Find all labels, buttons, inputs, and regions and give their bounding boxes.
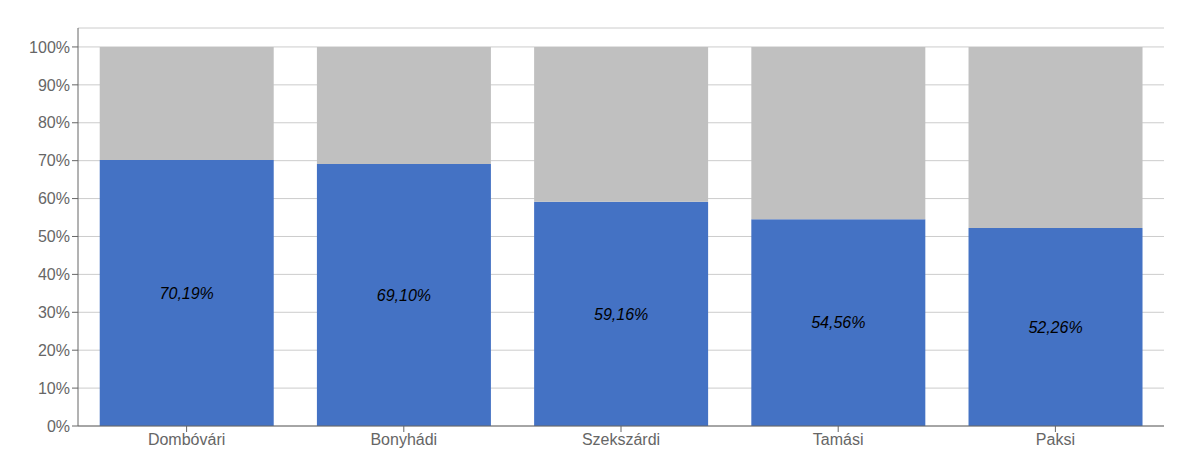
svg-text:Tamási: Tamási <box>813 431 864 448</box>
svg-text:69,10%: 69,10% <box>377 287 431 304</box>
svg-text:Paksi: Paksi <box>1036 431 1075 448</box>
svg-text:50%: 50% <box>38 228 70 245</box>
svg-text:52,26%: 52,26% <box>1028 319 1082 336</box>
svg-text:90%: 90% <box>38 77 70 94</box>
svg-text:Bonyhádi: Bonyhádi <box>370 431 437 448</box>
svg-text:70%: 70% <box>38 152 70 169</box>
svg-text:80%: 80% <box>38 114 70 131</box>
svg-text:40%: 40% <box>38 266 70 283</box>
svg-text:Dombóvári: Dombóvári <box>148 431 225 448</box>
svg-text:20%: 20% <box>38 342 70 359</box>
svg-text:Szekszárdi: Szekszárdi <box>582 431 660 448</box>
svg-text:10%: 10% <box>38 380 70 397</box>
svg-text:30%: 30% <box>38 304 70 321</box>
svg-text:60%: 60% <box>38 190 70 207</box>
svg-text:54,56%: 54,56% <box>811 314 865 331</box>
svg-text:70,19%: 70,19% <box>160 285 214 302</box>
svg-text:100%: 100% <box>29 39 70 56</box>
svg-text:0%: 0% <box>47 418 70 435</box>
svg-text:59,16%: 59,16% <box>594 306 648 323</box>
